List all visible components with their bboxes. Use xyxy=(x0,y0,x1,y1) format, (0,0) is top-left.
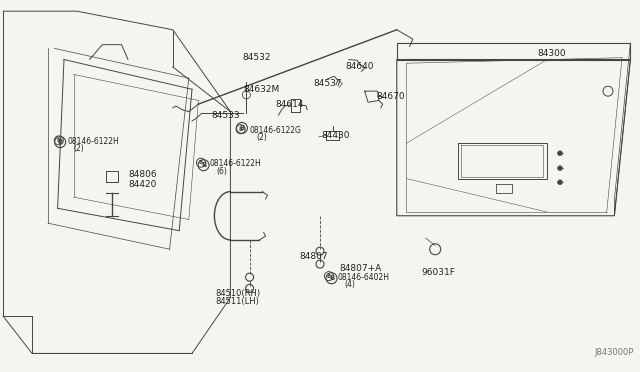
Text: B: B xyxy=(239,125,244,131)
Text: (4): (4) xyxy=(344,280,355,289)
Text: 08146-6402H: 08146-6402H xyxy=(338,273,390,282)
Text: B: B xyxy=(327,274,331,279)
Text: 84430: 84430 xyxy=(321,131,350,140)
Text: (2): (2) xyxy=(256,133,267,142)
Text: 84640: 84640 xyxy=(346,62,374,71)
Text: 84533: 84533 xyxy=(211,111,240,120)
Text: 84300: 84300 xyxy=(538,49,566,58)
Text: 84614: 84614 xyxy=(275,100,304,109)
Text: B: B xyxy=(239,127,243,132)
Text: 84807+A: 84807+A xyxy=(339,264,381,273)
Text: 84532: 84532 xyxy=(242,53,271,62)
Text: 08146-6122G: 08146-6122G xyxy=(250,126,301,135)
Text: 84670: 84670 xyxy=(376,92,405,101)
Text: B: B xyxy=(329,275,334,281)
Text: 84420: 84420 xyxy=(128,180,156,189)
Text: B: B xyxy=(201,162,206,168)
Text: 84511(LH): 84511(LH) xyxy=(215,297,259,306)
Circle shape xyxy=(557,151,563,156)
Text: (2): (2) xyxy=(74,144,84,153)
Text: 84807: 84807 xyxy=(300,252,328,261)
Text: 84806: 84806 xyxy=(128,170,157,179)
Text: 84510(RH): 84510(RH) xyxy=(215,289,260,298)
Text: 08146-6122H: 08146-6122H xyxy=(68,137,120,146)
Text: 08146-6122H: 08146-6122H xyxy=(210,159,262,168)
Text: 84537: 84537 xyxy=(314,79,342,88)
Text: B: B xyxy=(57,138,61,143)
Text: 84632M: 84632M xyxy=(243,85,280,94)
Text: J843000P: J843000P xyxy=(594,348,634,357)
Text: (6): (6) xyxy=(216,167,227,176)
Text: B: B xyxy=(58,139,63,145)
Circle shape xyxy=(557,180,563,185)
Text: B: B xyxy=(199,160,203,165)
Text: 96031F: 96031F xyxy=(421,268,455,277)
Circle shape xyxy=(557,166,563,171)
